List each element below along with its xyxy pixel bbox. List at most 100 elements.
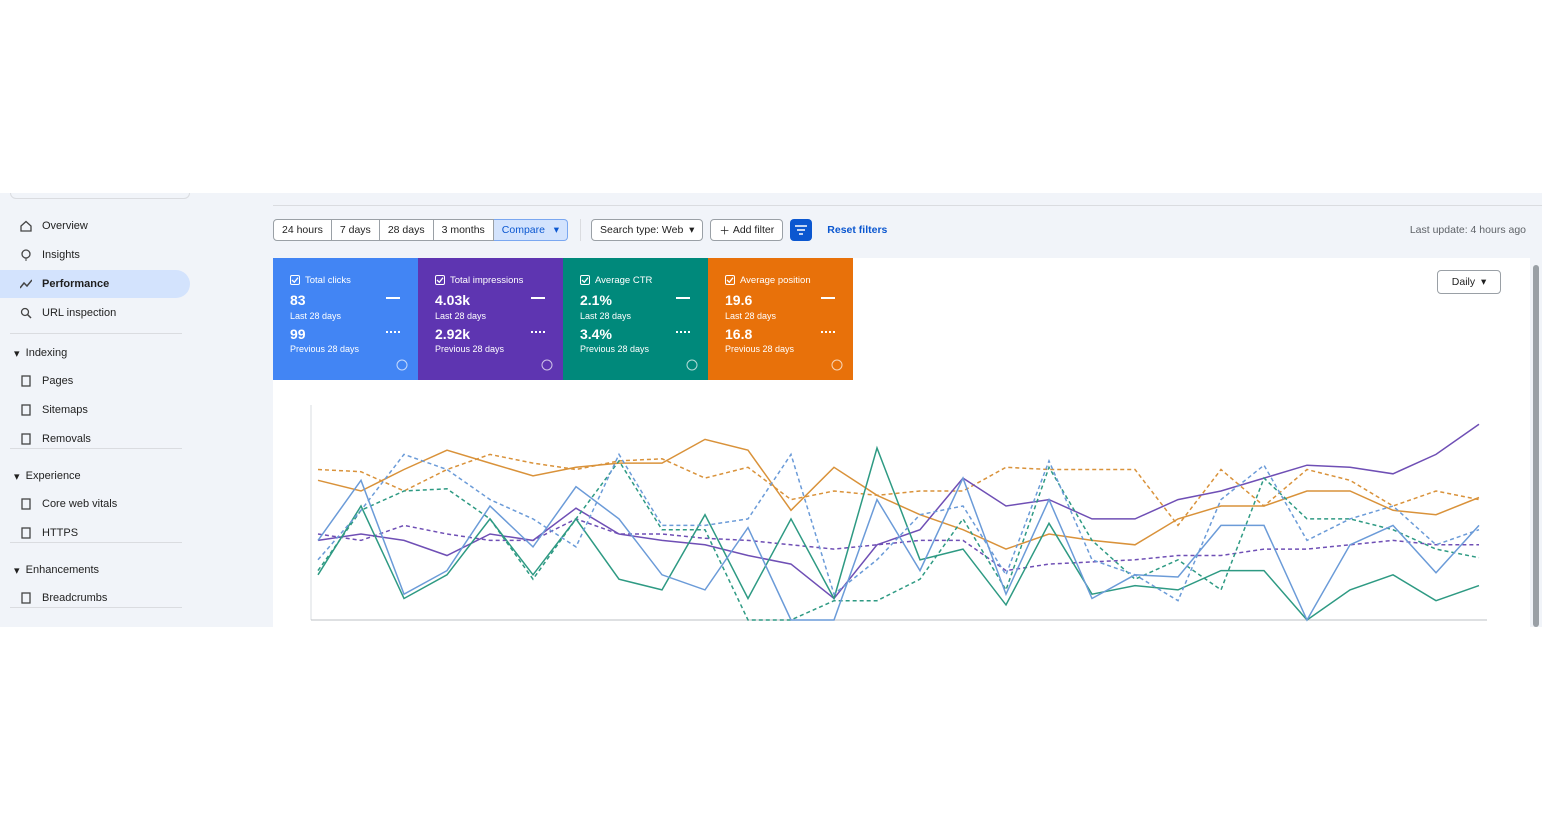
toolbar: 24 hours 7 days 28 days 3 months Compare ▾ S… [273, 219, 887, 241]
series-line [317, 438, 1480, 550]
legend-icons [531, 297, 553, 371]
nav-item[interactable]: URL inspection [0, 299, 190, 327]
icon-shape [21, 404, 31, 416]
card-period: Previous 28 days [290, 344, 360, 354]
separator [10, 448, 182, 449]
help-icon [396, 359, 408, 371]
checkbox [435, 275, 445, 285]
sidebar: Overview Insights Performance URL inspec… [0, 193, 195, 627]
series-line [317, 476, 1480, 622]
nav-label: URL inspection [42, 307, 117, 319]
checkbox-box [725, 275, 735, 285]
nav-label: Overview [42, 220, 88, 232]
range-button[interactable]: 3 months [433, 219, 494, 241]
nav-label: Sitemaps [42, 404, 88, 416]
divider [580, 219, 582, 241]
card-current: 4.03k [435, 292, 471, 308]
card-previous: 2.92k [435, 326, 471, 342]
nav-item[interactable]: Core web vitals [0, 490, 190, 518]
nav-item[interactable]: Overview [0, 212, 190, 240]
section-title: ▾ Experience [14, 470, 81, 483]
icon [20, 307, 32, 319]
icon [21, 404, 31, 416]
checkbox-box [290, 275, 300, 285]
icon-shape [21, 498, 31, 510]
icon-shape [21, 433, 31, 445]
search-type[interactable]: Search type: Web ▾ [591, 219, 704, 241]
metric-card[interactable]: Average position 19.6 Last 28 days 16.8 Prev… [708, 258, 853, 380]
select-label: Daily [1451, 276, 1476, 288]
card-previous: 16.8 [725, 326, 753, 342]
last-update: Last update: 4 hours ago [1409, 224, 1526, 236]
button-label: Compare [501, 224, 545, 236]
series-line [317, 459, 1480, 621]
icon-shape [21, 375, 31, 387]
checkbox-tick [291, 277, 299, 284]
button-label: 3 months [441, 224, 485, 236]
card-current: 2.1% [580, 292, 612, 308]
range-button[interactable]: 7 days [331, 219, 380, 241]
icon [21, 249, 31, 261]
checkbox-tick [436, 277, 444, 284]
nav-label: Pages [42, 375, 74, 387]
card-label: Average CTR [580, 275, 652, 286]
nav-item[interactable]: Sitemaps [0, 396, 190, 424]
card-label-text: Total clicks [305, 275, 351, 286]
search-edge [10, 193, 190, 199]
card-current: 83 [290, 292, 306, 308]
range-button[interactable]: Compare ▾ [493, 219, 569, 241]
metric-card[interactable]: Total clicks 83 Last 28 days 99 Previous 28 … [273, 258, 418, 380]
card-current: 19.6 [725, 292, 753, 308]
icon [20, 220, 32, 232]
button-label: Search type: Web [600, 224, 684, 236]
icon [21, 498, 31, 510]
legend-icons [676, 297, 698, 371]
card-label-text: Average CTR [595, 275, 653, 286]
section-label: Enhancements [25, 564, 100, 576]
reset-filters[interactable]: Reset filters [827, 224, 888, 236]
legend-icons [821, 297, 843, 371]
card-period: Previous 28 days [725, 344, 795, 354]
range-button[interactable]: 28 days [379, 219, 434, 241]
card-period: Last 28 days [435, 311, 487, 321]
card-label-text: Total impressions [450, 275, 524, 286]
granularity-select[interactable]: Daily ▾ [1437, 270, 1501, 294]
app: Overview Insights Performance URL inspec… [0, 193, 1542, 627]
nav-item[interactable]: Pages [0, 367, 190, 395]
icon-shape [21, 592, 31, 604]
card-label-text: Average position [740, 275, 811, 286]
chart [310, 405, 1487, 622]
range-button[interactable]: 24 hours [273, 219, 332, 241]
nav-item[interactable]: Performance [0, 270, 190, 298]
nav-item[interactable]: Removals [0, 425, 190, 453]
checkbox-box [435, 275, 445, 285]
button-label: 28 days [387, 224, 425, 236]
card-period: Last 28 days [725, 311, 777, 321]
button-label: Add filter [732, 224, 775, 236]
series-line [317, 423, 1480, 600]
card-period: Previous 28 days [435, 344, 505, 354]
metric-card[interactable]: Average CTR 2.1% Last 28 days 3.4% Previous … [563, 258, 708, 380]
help-icon [541, 359, 553, 371]
checkbox-box [580, 275, 590, 285]
help-icon [686, 359, 698, 371]
nav-item[interactable]: Breadcrumbs [0, 584, 190, 612]
filter-icon[interactable] [790, 219, 813, 241]
nav-label: Core web vitals [42, 498, 118, 510]
section-label: Experience [25, 470, 81, 482]
section-label: Indexing [25, 347, 68, 359]
card-period: Last 28 days [290, 311, 342, 321]
series-line [317, 453, 1480, 527]
metric-card[interactable]: Total impressions 4.03k Last 28 days 2.92k P… [418, 258, 563, 380]
card-previous: 99 [290, 326, 306, 342]
add-filter[interactable]: ＋ Add filter [710, 219, 784, 241]
icon [795, 225, 808, 235]
icon [21, 527, 31, 539]
checkbox [290, 275, 300, 285]
button-label: 7 days [339, 224, 371, 236]
nav-item[interactable]: Insights [0, 241, 190, 269]
nav-item[interactable]: HTTPS [0, 519, 190, 547]
range-group: 24 hours 7 days 28 days 3 months Compare ▾ [273, 219, 569, 241]
nav-label: HTTPS [42, 527, 79, 539]
